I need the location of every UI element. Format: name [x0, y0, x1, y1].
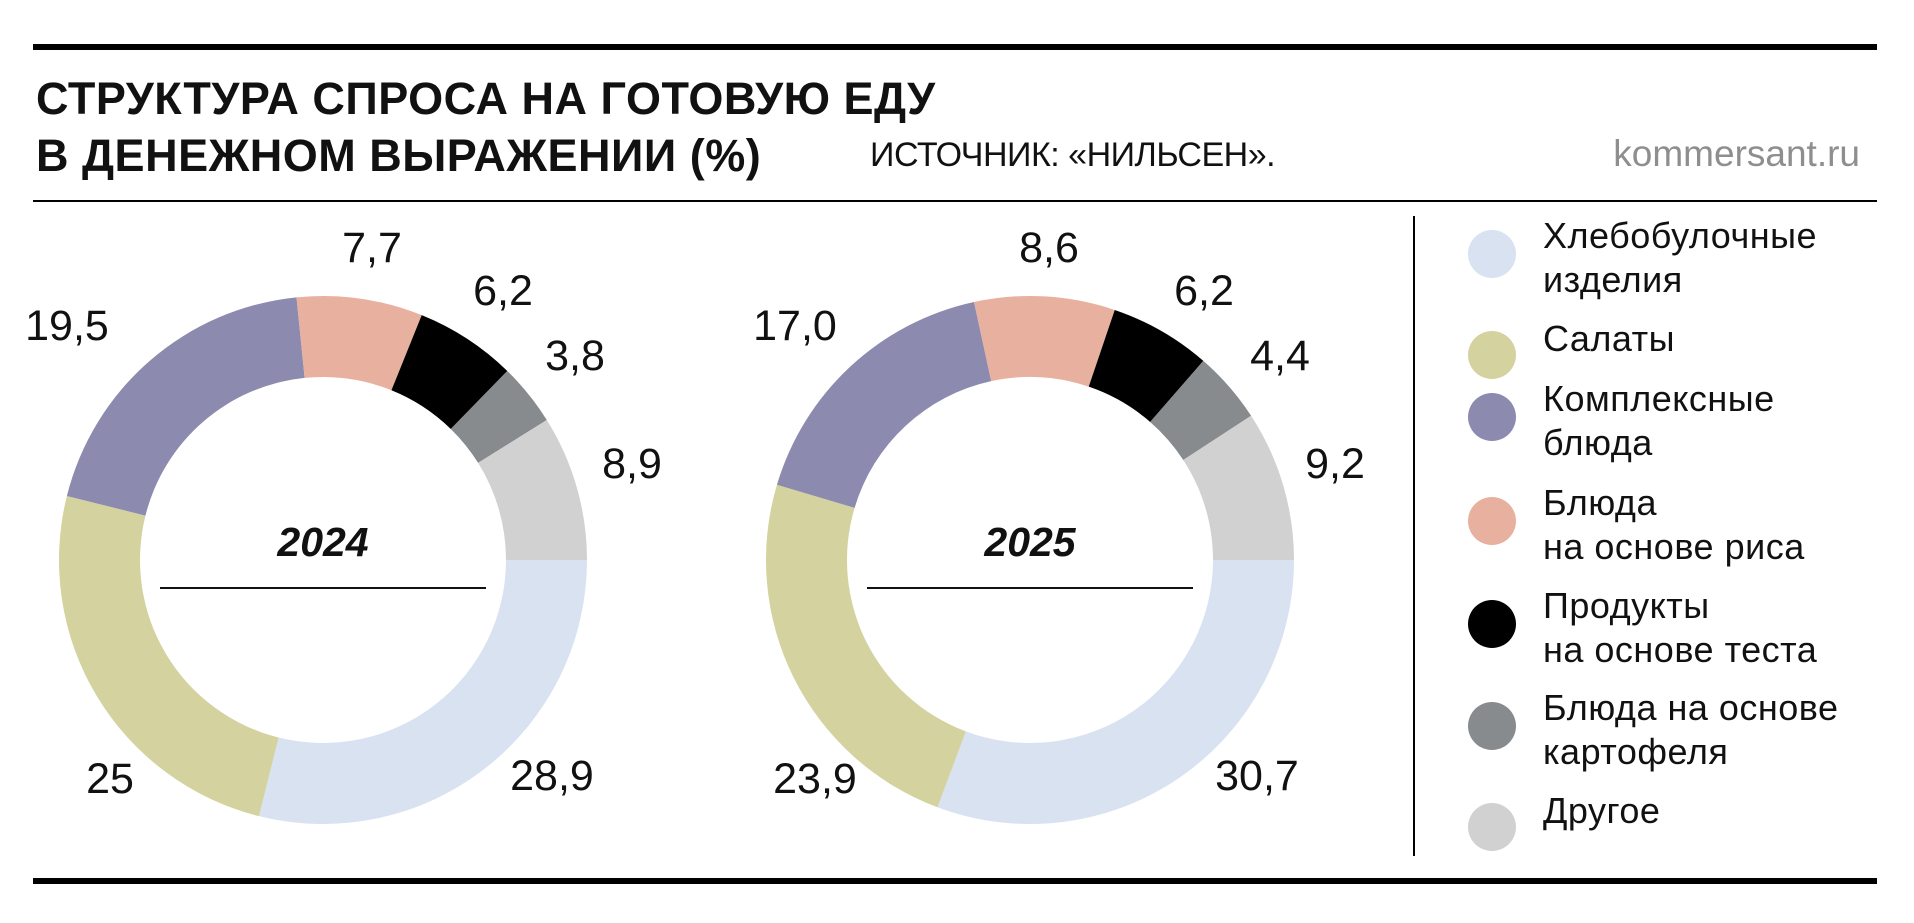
chart-title-line-2: В ДЕНЕЖНОМ ВЫРАЖЕНИИ (%) [36, 130, 762, 181]
donut-slice [1183, 415, 1294, 560]
legend-divider [1413, 216, 1415, 856]
legend-swatch [1468, 331, 1516, 379]
donut-slice [937, 560, 1294, 825]
data-label: 8,6 [1019, 224, 1079, 272]
donut-slice [59, 495, 279, 817]
donut-chart-2025: 2025 30,7 23,9 17,0 8,6 6,2 4,4 9,2 [753, 224, 1365, 825]
legend-label-line: Комплексные [1543, 378, 1775, 419]
legend-label: Другое [1543, 789, 1660, 833]
chart-title: СТРУКТУРА СПРОСА НА ГОТОВУЮ ЕДУ В ДЕНЕЖН… [36, 70, 936, 184]
data-label: 8,9 [602, 440, 662, 488]
source-note: ИСТОЧНИК: «НИЛЬСЕН». [870, 136, 1276, 174]
donut-slice [776, 302, 992, 508]
top-rule [33, 44, 1877, 50]
legend-label-line: на основе теста [1543, 629, 1818, 670]
header-rule [33, 200, 1877, 202]
donut-slice [1088, 309, 1204, 422]
legend-label-line: Блюда [1543, 482, 1657, 523]
legend-swatch [1468, 393, 1516, 441]
data-label: 3,8 [545, 332, 605, 380]
legend-swatch [1468, 702, 1516, 750]
legend-label: Комплексные блюда [1543, 377, 1775, 465]
legend-swatch [1468, 600, 1516, 648]
donut-slice [258, 560, 587, 825]
legend-swatch [1468, 230, 1516, 278]
data-label: 6,2 [1174, 267, 1234, 315]
legend-label-line: Блюда на основе [1543, 687, 1839, 728]
legend-label-line: блюда [1543, 422, 1653, 463]
legend-label-line: Салаты [1543, 318, 1676, 359]
data-label: 7,7 [342, 224, 402, 272]
legend-label: Продукты на основе теста [1543, 584, 1817, 672]
data-label: 30,7 [1215, 752, 1299, 800]
data-label: 25 [86, 755, 134, 803]
center-year-label: 2024 [276, 519, 368, 565]
donut-slice [296, 296, 422, 391]
center-year-label: 2025 [983, 519, 1076, 565]
legend-label-line: Хлебобулочные [1543, 215, 1817, 256]
legend-label: Блюда на основе картофеля [1543, 686, 1839, 774]
data-label: 6,2 [473, 267, 533, 315]
donut-slice [478, 419, 587, 560]
donut-slice [391, 315, 508, 429]
legend-swatch [1468, 803, 1516, 851]
donut-slice [66, 297, 305, 516]
donut-slice [1150, 360, 1252, 461]
donut-slice [450, 370, 547, 463]
data-label: 28,9 [510, 752, 594, 800]
legend-label-line: картофеля [1543, 731, 1729, 772]
legend-label: Хлебобулочные изделия [1543, 214, 1817, 302]
data-label: 9,2 [1305, 440, 1365, 488]
data-label: 23,9 [773, 755, 857, 803]
legend-label-line: изделия [1543, 259, 1683, 300]
data-label: 19,5 [25, 302, 109, 350]
legend-swatch [1468, 497, 1516, 545]
legend-label: Салаты [1543, 317, 1675, 361]
donut-slice [766, 484, 966, 808]
site-credit: kommersant.ru [1613, 133, 1860, 174]
legend-label-line: Продукты [1543, 585, 1710, 626]
donut-slice [974, 296, 1115, 387]
legend-label-line: Другое [1543, 790, 1661, 831]
data-label: 4,4 [1250, 332, 1310, 380]
legend-label: Блюда на основе риса [1543, 481, 1805, 569]
chart-title-line-1: СТРУКТУРА СПРОСА НА ГОТОВУЮ ЕДУ [36, 73, 936, 124]
data-label: 17,0 [753, 302, 837, 350]
donut-chart-2024: 2024 28,9 25 19,5 7,7 6,23,8 8,9 [25, 224, 662, 825]
legend-label-line: на основе риса [1543, 526, 1805, 567]
bottom-rule [33, 878, 1877, 884]
